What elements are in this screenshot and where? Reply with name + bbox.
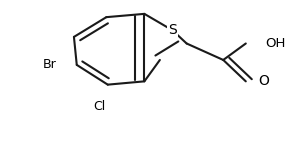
Text: OH: OH: [266, 37, 286, 50]
Text: S: S: [168, 23, 177, 37]
Text: Cl: Cl: [93, 100, 106, 113]
Text: Br: Br: [43, 58, 57, 71]
Text: O: O: [259, 74, 269, 88]
